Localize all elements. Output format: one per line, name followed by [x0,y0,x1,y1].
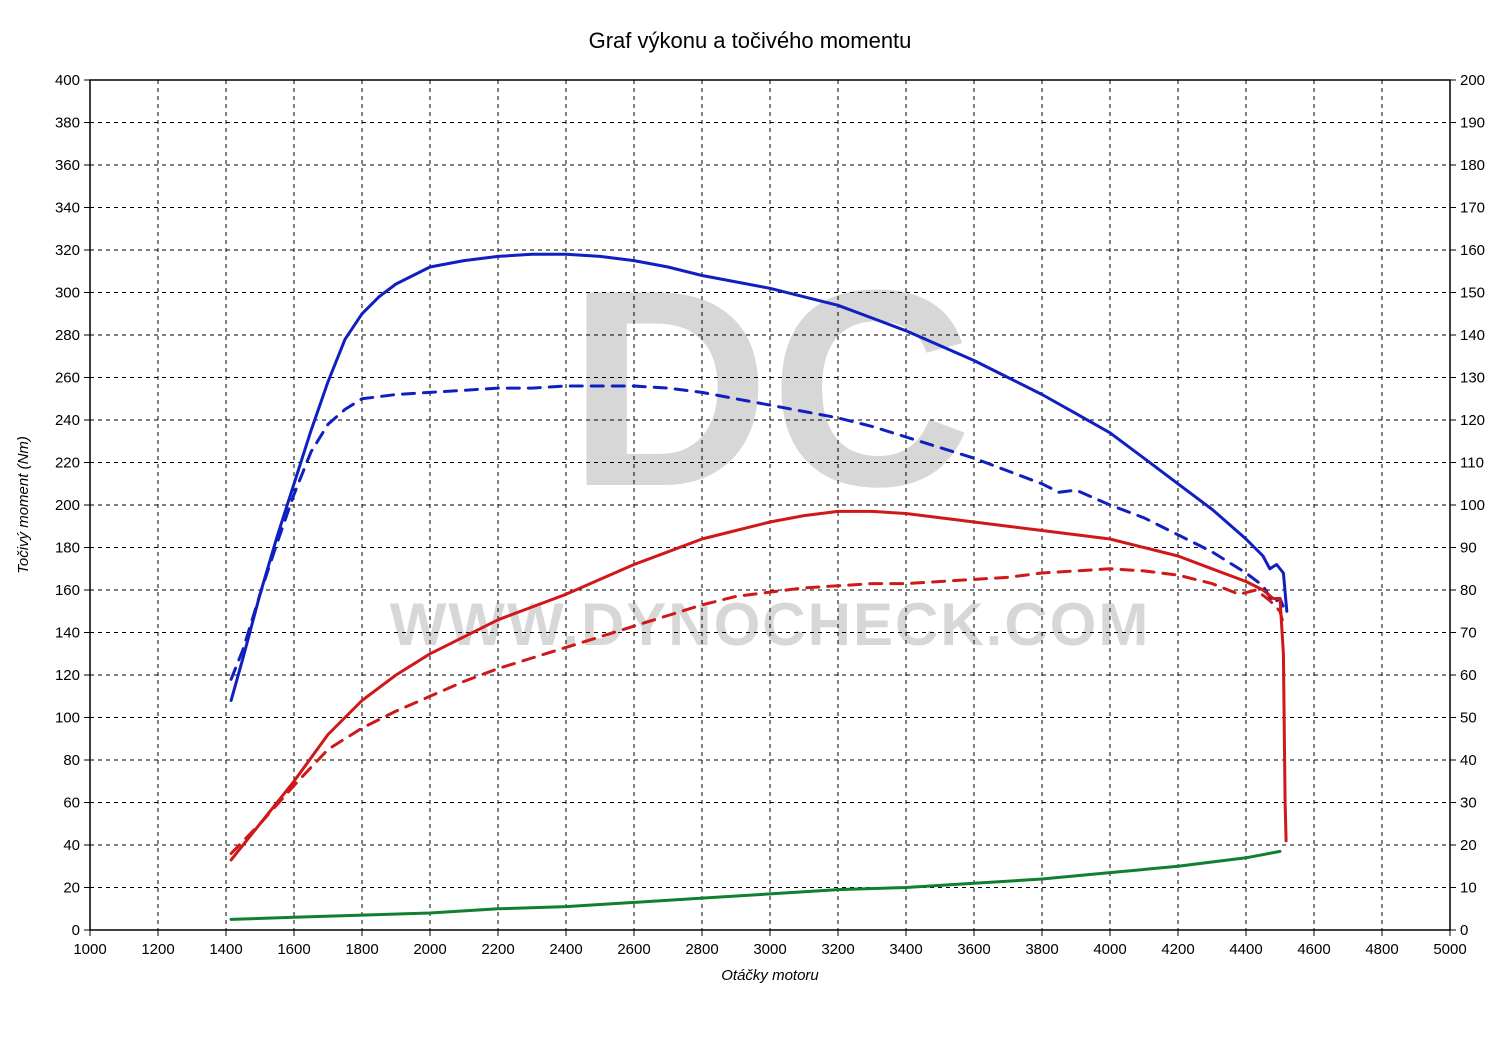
x-tick-label: 5000 [1433,941,1466,958]
y-left-tick-label: 340 [55,200,80,217]
x-tick-label: 3400 [889,941,922,958]
y-right-tick-label: 60 [1460,667,1477,684]
y-left-tick-label: 380 [55,115,80,132]
y-left-tick-label: 200 [55,497,80,514]
y-left-tick-label: 120 [55,667,80,684]
y-left-tick-label: 160 [55,582,80,599]
y-right-tick-label: 40 [1460,752,1477,769]
x-tick-label: 2200 [481,941,514,958]
x-tick-label: 4000 [1093,941,1126,958]
y-left-tick-label: 0 [72,922,80,939]
y-left-tick-label: 180 [55,540,80,557]
y-left-tick-label: 300 [55,285,80,302]
y-left-tick-label: 320 [55,242,80,259]
y-right-tick-label: 130 [1460,370,1485,387]
y-right-tick-label: 150 [1460,285,1485,302]
y-right-tick-label: 10 [1460,880,1477,897]
x-tick-label: 3200 [821,941,854,958]
x-tick-label: 4400 [1229,941,1262,958]
x-tick-label: 3600 [957,941,990,958]
y-right-tick-label: 160 [1460,242,1485,259]
y-left-tick-label: 140 [55,625,80,642]
y-left-tick-label: 40 [63,837,80,854]
y-left-tick-label: 400 [55,72,80,89]
y-right-tick-label: 140 [1460,327,1485,344]
y-left-tick-label: 280 [55,327,80,344]
y-right-tick-label: 70 [1460,625,1477,642]
chart-svg: DCWWW.DYNOCHECK.COM100012001400160018002… [0,0,1500,1040]
x-tick-label: 2000 [413,941,446,958]
series-power_tuned [231,511,1286,860]
x-tick-label: 4600 [1297,941,1330,958]
y-left-tick-label: 360 [55,157,80,174]
y-right-tick-label: 170 [1460,200,1485,217]
y-left-tick-label: 80 [63,752,80,769]
y-right-tick-label: 180 [1460,157,1485,174]
y-right-tick-label: 100 [1460,497,1485,514]
x-tick-label: 1600 [277,941,310,958]
y-right-tick-label: 120 [1460,412,1485,429]
x-tick-label: 2800 [685,941,718,958]
y-right-tick-label: 50 [1460,710,1477,727]
y-right-tick-label: 30 [1460,795,1477,812]
dyno-chart: Graf výkonu a točivého momentu DCWWW.DYN… [0,0,1500,1040]
y-left-tick-label: 60 [63,795,80,812]
y-left-tick-label: 260 [55,370,80,387]
x-tick-label: 3000 [753,941,786,958]
y-left-tick-label: 240 [55,412,80,429]
x-tick-label: 1400 [209,941,242,958]
x-tick-label: 2400 [549,941,582,958]
y-left-tick-label: 20 [63,880,80,897]
x-tick-label: 1800 [345,941,378,958]
y-right-tick-label: 0 [1460,922,1468,939]
y-left-tick-label: 220 [55,455,80,472]
y-right-tick-label: 90 [1460,540,1477,557]
x-tick-label: 2600 [617,941,650,958]
series-losses [231,851,1280,919]
y-right-tick-label: 190 [1460,115,1485,132]
y-right-tick-label: 110 [1460,455,1484,472]
y-right-tick-label: 80 [1460,582,1477,599]
y-left-tick-label: 100 [55,710,80,727]
x-tick-label: 4800 [1365,941,1398,958]
y-left-axis-label: Točivý moment (Nm) [15,436,32,574]
x-tick-label: 3800 [1025,941,1058,958]
x-axis-label: Otáčky motoru [721,967,819,984]
y-right-tick-label: 20 [1460,837,1477,854]
x-tick-label: 1000 [73,941,106,958]
x-tick-label: 4200 [1161,941,1194,958]
x-tick-label: 1200 [141,941,174,958]
y-right-tick-label: 200 [1460,72,1485,89]
chart-title: Graf výkonu a točivého momentu [0,28,1500,54]
